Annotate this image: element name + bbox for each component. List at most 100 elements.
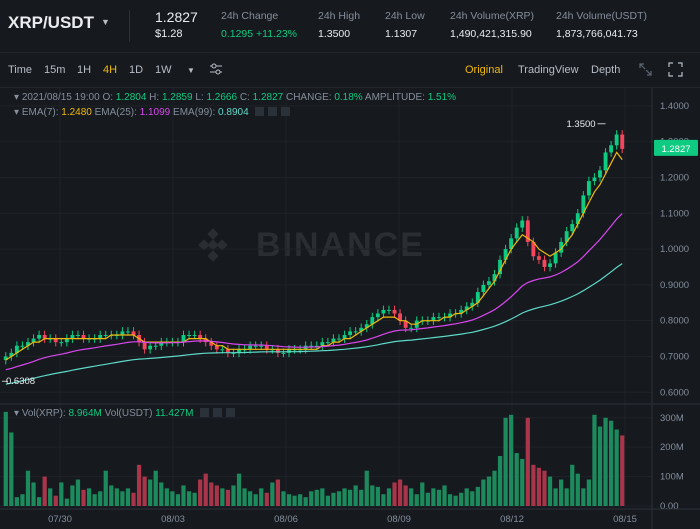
volume-bar <box>614 429 619 506</box>
settings-icon[interactable] <box>213 408 223 417</box>
interval-1h[interactable]: 1H <box>77 64 92 76</box>
candle-date: 2021/08/15 19:00 <box>21 92 100 103</box>
candle-body <box>209 342 214 346</box>
volume-bar <box>170 491 175 506</box>
interval-15m[interactable]: 15m <box>44 64 66 76</box>
volume-bar <box>86 488 92 506</box>
volume-bar <box>509 414 514 506</box>
candle-body <box>486 281 491 285</box>
volume-bar <box>425 492 430 506</box>
interval-1d[interactable]: 1D <box>129 64 144 76</box>
volume-bar <box>236 473 242 506</box>
more-intervals-icon[interactable]: ▼ <box>187 66 195 75</box>
last-price: 1.2827 <box>155 9 198 25</box>
volume-legend: ▾ Vol(XRP): 8.964M Vol(USDT) 11.427M <box>14 408 236 419</box>
price-chart[interactable]: 1.40001.30001.20001.10001.00000.90000.80… <box>0 88 700 529</box>
pair-dropdown-icon[interactable]: ▼ <box>101 17 110 27</box>
tab-depth[interactable]: Depth <box>591 64 621 76</box>
pair-selector[interactable]: XRP/USDT <box>8 13 94 32</box>
candle-body <box>586 181 591 196</box>
amplitude-value: 1.51% <box>427 92 457 103</box>
volume-bar <box>442 485 447 506</box>
candle-body <box>492 274 497 282</box>
volume-bar <box>264 492 269 506</box>
candle-body <box>98 334 103 339</box>
visibility-icon[interactable] <box>200 408 210 417</box>
volume-bar <box>342 488 347 506</box>
candle-body <box>281 352 286 354</box>
stat-value: 1.1307 <box>385 28 418 40</box>
tab-tradingview[interactable]: TradingView <box>518 64 579 76</box>
volume-bar <box>431 488 436 506</box>
stat-value: 1.3500 <box>318 28 351 40</box>
close-icon[interactable] <box>281 107 291 116</box>
volume-bar <box>553 488 558 506</box>
stat-value: 1,490,421,315.90 <box>450 28 532 40</box>
tab-original[interactable]: Original <box>465 64 503 76</box>
price-tick-label: 0.8000 <box>660 316 689 327</box>
candle-body <box>392 309 397 314</box>
volume-bar <box>547 476 553 506</box>
settings-icon[interactable] <box>268 107 278 116</box>
volume-bar <box>559 479 564 506</box>
volume-bar <box>9 432 14 506</box>
ticker-header: XRP/USDT ▼ 1.2827 $1.28 24h Change 0.129… <box>0 0 700 53</box>
l-label: L: <box>195 92 204 103</box>
high-value: 1.2859 <box>161 92 193 103</box>
close-icon[interactable] <box>226 408 236 417</box>
candle-body <box>370 317 375 325</box>
fullscreen-icon[interactable] <box>668 62 683 80</box>
interval-1w[interactable]: 1W <box>155 64 172 76</box>
settings-sliders-icon[interactable] <box>209 62 223 79</box>
volume-bar <box>3 411 8 506</box>
interval-4h[interactable]: 4H <box>103 64 118 76</box>
volume-bar <box>359 489 364 506</box>
candle-body <box>320 342 325 346</box>
candle-body <box>64 338 69 343</box>
candle-body <box>120 331 125 335</box>
volume-bar <box>564 488 569 506</box>
volume-bar <box>581 488 586 506</box>
collapse-icon[interactable]: ▾ <box>14 408 20 419</box>
volume-bar <box>286 494 292 506</box>
candle-body <box>553 252 558 264</box>
volume-bar <box>531 464 536 506</box>
last-price-usd: $1.28 <box>155 28 183 40</box>
candle-body <box>348 331 353 335</box>
candle-body <box>70 334 75 339</box>
ohlc-legend: ▾ 2021/08/15 19:00 O: 1.2804 H: 1.2859 L… <box>14 92 456 103</box>
volume-bar <box>36 497 42 506</box>
ema25-line <box>5 213 623 371</box>
time-tick-label: 08/09 <box>387 514 411 525</box>
amplitude-label: AMPLITUDE: <box>364 92 425 103</box>
candle-body <box>187 334 191 336</box>
volume-bar <box>314 489 319 506</box>
time-tick-label: 08/15 <box>613 514 637 525</box>
candle-body <box>387 309 391 311</box>
volume-bar <box>164 488 169 506</box>
high-marker-label: 1.3500 <box>567 119 596 130</box>
stat-value: 1,873,766,041.73 <box>556 28 638 40</box>
vol-usdt-label: Vol(USDT) <box>104 408 153 419</box>
volume-bar <box>248 491 253 506</box>
volume-bar <box>309 491 314 506</box>
collapse-icon[interactable]: ▾ <box>14 107 20 118</box>
volume-bar <box>331 492 336 506</box>
collapse-icon[interactable]: ▾ <box>14 92 20 103</box>
volume-bar <box>497 456 503 506</box>
expand-icon[interactable] <box>638 62 653 80</box>
stat-value: 0.1295 +11.23% <box>221 28 297 40</box>
candle-body <box>603 152 608 171</box>
volume-bar <box>420 482 425 506</box>
stat-24h-volume-usdt: 24h Volume(USDT) 1,873,766,041.73 <box>556 10 647 40</box>
candle-body <box>514 227 519 239</box>
volume-bar <box>175 494 181 506</box>
volume-bar <box>81 489 86 506</box>
candle-body <box>475 292 480 303</box>
volume-bar <box>259 488 264 506</box>
candle-body <box>609 145 614 153</box>
volume-bar <box>486 476 492 506</box>
ema-lines <box>5 151 623 385</box>
visibility-icon[interactable] <box>255 107 265 116</box>
stat-24h-volume-xrp: 24h Volume(XRP) 1,490,421,315.90 <box>450 10 534 40</box>
